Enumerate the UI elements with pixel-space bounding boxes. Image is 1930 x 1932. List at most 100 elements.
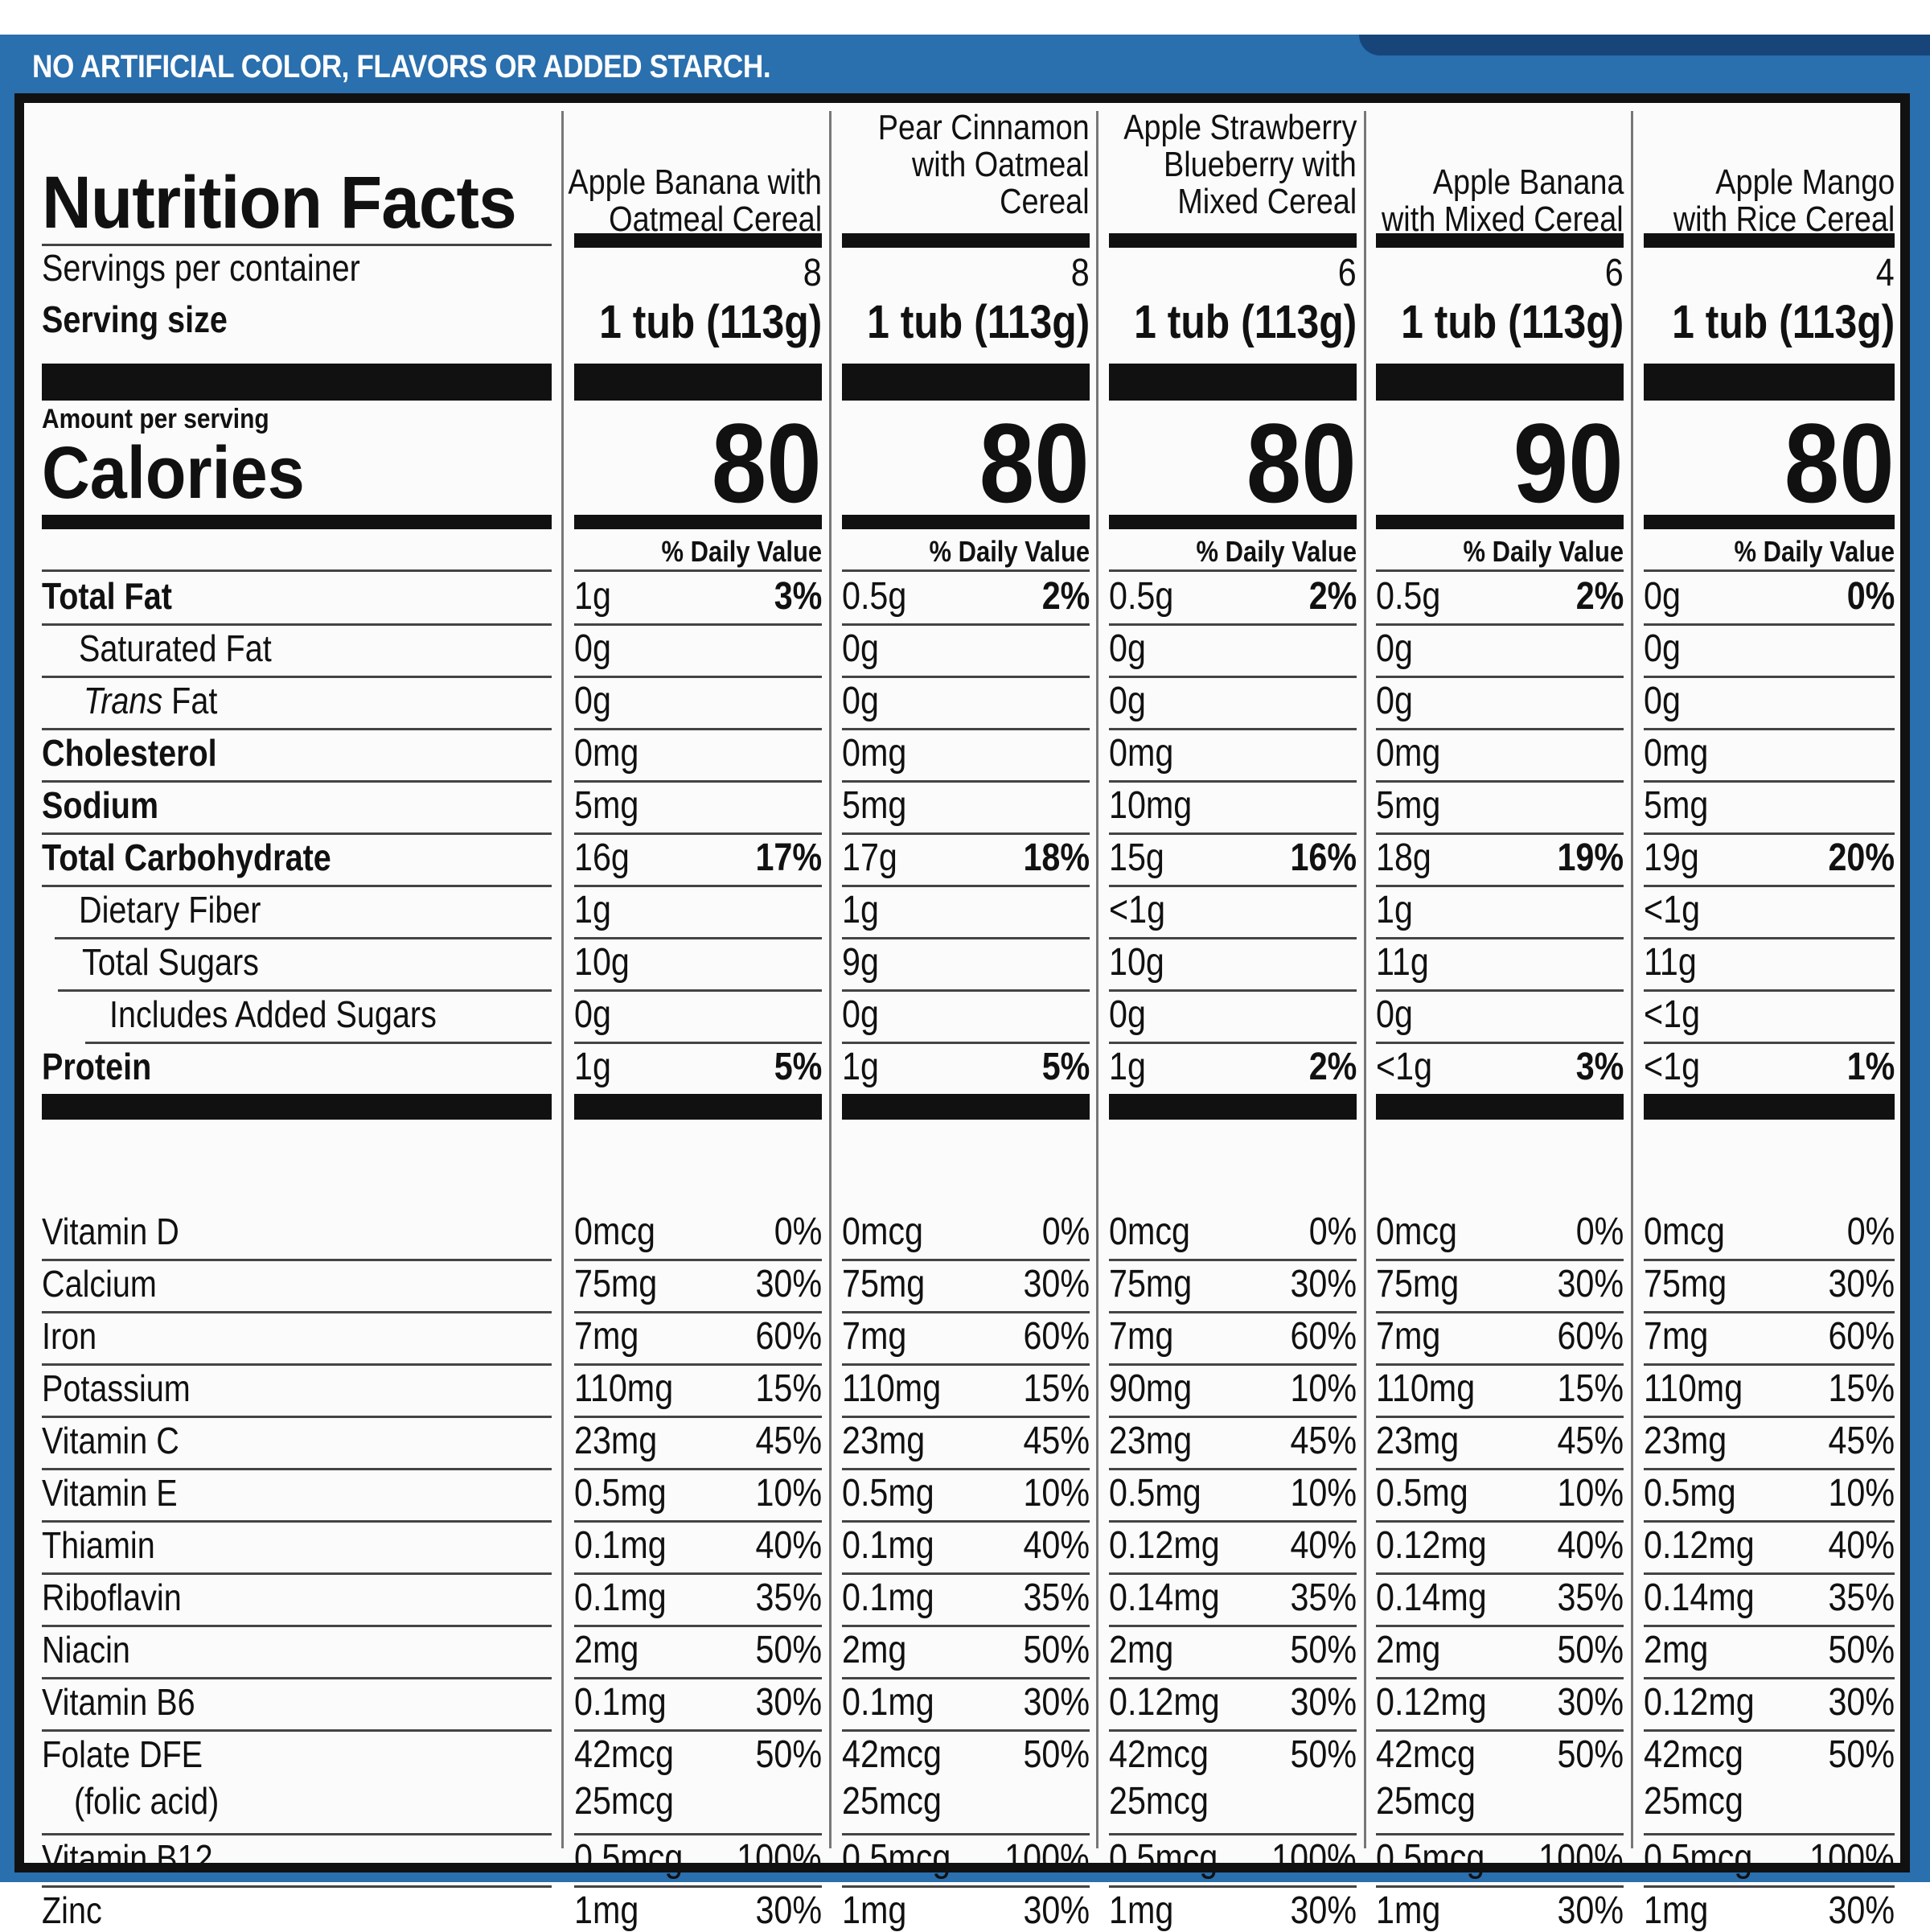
row-divider <box>1109 1677 1357 1679</box>
row-divider <box>1109 885 1357 887</box>
row-divider <box>1109 676 1357 678</box>
nutrient-amount: 5mg <box>1644 784 1709 827</box>
product-name-line: Apple Banana <box>1432 162 1624 202</box>
vitamin-label: Thiamin <box>42 1524 155 1566</box>
vitamin-amount: 7mg <box>574 1315 639 1358</box>
vitamin-amount: 25mcg <box>1109 1780 1209 1823</box>
nutrient-amount: 0g <box>1376 627 1413 670</box>
vitamin-daily-value: 50% <box>1023 1733 1090 1776</box>
vitamin-daily-value: 100% <box>1004 1837 1090 1880</box>
row-divider <box>574 676 822 678</box>
row-divider <box>574 1625 822 1627</box>
divider <box>574 569 822 572</box>
servings-per-container-value: 6 <box>1605 252 1624 294</box>
nutrition-facts-title: Nutrition Facts <box>42 162 517 244</box>
medium-divider <box>842 515 1090 529</box>
row-divider <box>574 1885 822 1888</box>
row-divider <box>1644 989 1895 992</box>
row-divider <box>1644 1311 1895 1313</box>
vitamin-amount: 1mg <box>574 1889 639 1932</box>
row-divider <box>42 1311 552 1313</box>
row-divider <box>1109 728 1357 730</box>
row-divider <box>1109 623 1357 626</box>
row-divider <box>842 1311 1090 1313</box>
divider <box>42 569 552 572</box>
row-divider <box>42 1677 552 1679</box>
row-divider <box>1644 728 1895 730</box>
nutrient-amount: 10g <box>1109 941 1164 984</box>
vitamin-amount: 0.14mg <box>1644 1576 1755 1619</box>
label-column: Nutrition Facts Servings per container S… <box>42 103 552 1929</box>
nutrient-daily-value: 0% <box>1846 575 1895 618</box>
nutrient-label: Dietary Fiber <box>79 889 261 931</box>
vitamin-amount: 0.5mg <box>1644 1472 1736 1515</box>
medium-divider <box>1109 515 1357 529</box>
nutrient-daily-value: 3% <box>774 575 822 618</box>
vitamin-daily-value: 30% <box>755 1889 822 1932</box>
vitamin-label: (folic acid) <box>74 1780 220 1822</box>
calories-label: Calories <box>42 432 305 514</box>
vitamin-daily-value: 50% <box>1290 1733 1357 1776</box>
serving-size-value: 1 tub (113g) <box>598 296 822 348</box>
thick-divider <box>1376 364 1624 401</box>
banner-tab <box>1359 35 1930 55</box>
nutrient-amount: 16g <box>574 837 630 879</box>
row-divider <box>1109 1729 1357 1732</box>
thick-divider <box>1109 364 1357 401</box>
thick-divider <box>842 364 1090 401</box>
nutrient-amount: 5mg <box>1376 784 1441 827</box>
vitamin-daily-value: 45% <box>1023 1420 1090 1462</box>
amount-per-serving-label: Amount per serving <box>42 404 269 434</box>
vitamin-amount: 7mg <box>1376 1315 1441 1358</box>
serving-size-label: Serving size <box>42 298 228 340</box>
servings-per-container-label: Servings per container <box>42 247 360 289</box>
medium-divider <box>1376 515 1624 529</box>
nutrient-label: Includes Added Sugars <box>109 993 437 1035</box>
nutrient-amount: 0g <box>842 680 879 722</box>
nutrient-label: Sodium <box>42 784 159 826</box>
nutrient-amount: 1g <box>1376 889 1413 931</box>
vitamin-daily-value: 50% <box>1557 1733 1624 1776</box>
vitamin-label: Vitamin D <box>42 1211 179 1252</box>
product-column-1: Apple Banana with Oatmeal Cereal 8 1 tub (1… <box>568 103 822 1930</box>
vitamin-daily-value: 30% <box>1828 1263 1895 1305</box>
nutrient-label: Total Fat <box>42 575 172 617</box>
vitamin-amount: 110mg <box>1644 1367 1743 1410</box>
row-divider <box>574 728 822 730</box>
row-divider <box>1644 1416 1895 1418</box>
vitamin-amount: 0.5mg <box>574 1472 667 1515</box>
nutrient-daily-value: 1% <box>1846 1046 1895 1088</box>
product-name-line: Blueberry with <box>1164 145 1357 184</box>
row-divider <box>574 1311 822 1313</box>
nutrient-amount: 5mg <box>842 784 907 827</box>
vitamin-label: Vitamin E <box>42 1472 178 1514</box>
row-divider <box>42 1833 552 1835</box>
vitamin-daily-value: 40% <box>755 1524 822 1567</box>
vitamin-amount: 0.5mcg <box>1109 1837 1218 1880</box>
column-separator <box>829 111 832 1848</box>
nutrient-daily-value: 18% <box>1023 837 1090 879</box>
row-divider <box>842 885 1090 887</box>
vitamin-amount: 0mcg <box>1109 1211 1190 1253</box>
vitamin-daily-value: 15% <box>1557 1367 1624 1410</box>
nutrient-amount: 1g <box>1109 1046 1146 1088</box>
column-separator <box>1364 111 1366 1848</box>
product-name-line: Apple Mango <box>1715 162 1895 202</box>
row-divider <box>842 1885 1090 1888</box>
row-divider <box>842 1833 1090 1835</box>
vitamin-amount: 25mcg <box>842 1780 942 1823</box>
product-name-line: Mixed Cereal <box>1177 182 1357 221</box>
vitamin-amount: 0.14mg <box>1376 1576 1487 1619</box>
vitamin-daily-value: 45% <box>1290 1420 1357 1462</box>
vitamin-amount: 1mg <box>1109 1889 1174 1932</box>
row-divider <box>1109 989 1357 992</box>
row-divider <box>1644 1572 1895 1575</box>
medium-divider <box>42 515 552 529</box>
vitamin-amount: 42mcg <box>574 1733 674 1776</box>
vitamin-amount: 0.12mg <box>1109 1681 1220 1724</box>
row-divider <box>1109 1311 1357 1313</box>
vitamin-daily-value: 60% <box>1828 1315 1895 1358</box>
nutrient-amount: 1g <box>574 889 611 931</box>
thick-divider <box>574 1094 822 1120</box>
vitamin-daily-value: 50% <box>755 1629 822 1671</box>
